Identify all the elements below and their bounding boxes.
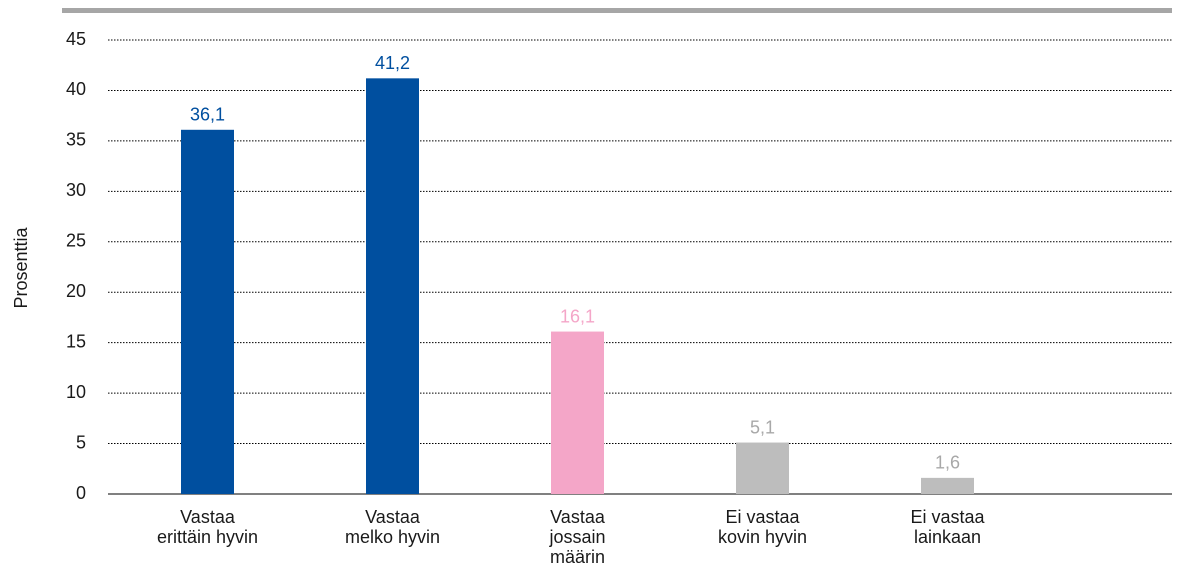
x-tick-label: lainkaan	[914, 527, 981, 547]
x-tick-label: Ei vastaa	[910, 507, 985, 527]
y-tick-label: 0	[76, 483, 86, 503]
x-tick-label: Vastaa	[180, 507, 236, 527]
x-tick-label: melko hyvin	[345, 527, 440, 547]
y-tick-label: 25	[66, 231, 86, 251]
x-tick-label: jossain	[548, 527, 605, 547]
bar	[181, 129, 234, 494]
y-axis-label: Prosenttia	[11, 226, 31, 308]
value-label: 1,6	[935, 453, 960, 473]
value-label: 41,2	[375, 53, 410, 73]
x-tick-label: kovin hyvin	[718, 527, 807, 547]
top-rule	[62, 8, 1172, 13]
y-tick-label: 10	[66, 382, 86, 402]
bar	[366, 78, 419, 495]
value-label: 36,1	[190, 105, 225, 125]
y-tick-label: 35	[66, 130, 86, 150]
y-tick-label: 30	[66, 180, 86, 200]
y-tick-label: 45	[66, 29, 86, 49]
y-tick-label: 15	[66, 331, 86, 351]
y-tick-label: 40	[66, 79, 86, 99]
bar	[551, 331, 604, 494]
bar	[736, 442, 789, 494]
x-tick-label: Ei vastaa	[725, 507, 800, 527]
bar	[921, 477, 974, 494]
x-tick-label: määrin	[550, 547, 605, 567]
x-tick-label: erittäin hyvin	[157, 527, 258, 547]
value-label: 5,1	[750, 417, 775, 437]
y-tick-label: 5	[76, 432, 86, 452]
y-tick-label: 20	[66, 281, 86, 301]
value-label: 16,1	[560, 306, 595, 326]
x-tick-label: Vastaa	[365, 507, 421, 527]
x-tick-label: Vastaa	[550, 507, 606, 527]
